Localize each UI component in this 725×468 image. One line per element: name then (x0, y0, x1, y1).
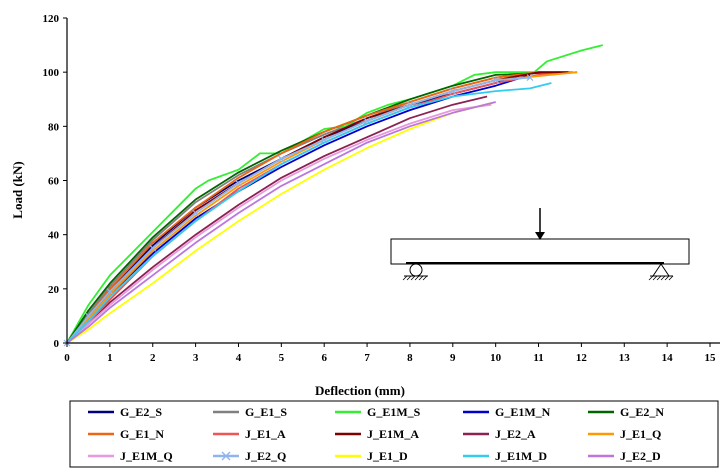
series-marker-J_E2_Q (106, 288, 114, 295)
legend-label: J_E1M_Q (120, 449, 173, 463)
roller-support (409, 263, 423, 277)
x-tick-label: 13 (619, 352, 631, 364)
legend-label: J_E1_A (245, 427, 286, 441)
x-tick-label: 8 (407, 352, 413, 364)
series-line-J_E1_D (66, 101, 496, 344)
x-tick-label: 9 (450, 352, 456, 364)
series-line-J_E1M_A (66, 71, 569, 344)
y-axis-title: Load (kN) (10, 161, 25, 218)
series-line-J_E1M_D (66, 82, 552, 344)
series-marker-J_E2_Q (492, 76, 500, 84)
y-tick-label: 20 (48, 284, 60, 296)
roller-hatch (402, 275, 428, 281)
y-tick-label: 60 (48, 176, 60, 188)
series-line-G_E1M_S (66, 44, 604, 344)
x-tick-label: 15 (705, 352, 717, 364)
series-marker-J_E2_Q (526, 74, 534, 82)
series-marker-J_E2_Q (149, 244, 157, 252)
x-tick-label: 5 (279, 352, 285, 364)
series-marker-J_E2_Q (277, 155, 285, 163)
x-tick-label: 7 (364, 352, 370, 364)
series-line-G_E1_N (66, 71, 573, 344)
legend-marker (221, 451, 231, 461)
load-arrow-head (535, 232, 545, 240)
legend-label: G_E1_N (120, 427, 164, 441)
series-layer (63, 44, 604, 347)
y-tick-label: 40 (48, 230, 60, 242)
pin-support (652, 263, 670, 277)
pin-hatch (648, 275, 674, 281)
legend-label: J_E1_Q (620, 427, 661, 441)
legend: G_E2_S G_E1_S G_E1M_S G_E1M_N G_E2_N G_E1_N J_… (69, 400, 719, 468)
legend-label: J_E1M_D (495, 449, 547, 463)
x-tick-label: 3 (193, 352, 199, 364)
x-tick-label: 0 (64, 352, 70, 364)
legend-label: J_E2_A (495, 427, 536, 441)
legend-label: G_E2_S (120, 405, 162, 419)
legend-label: J_E2_Q (245, 449, 286, 463)
series-line-G_E2_N (66, 71, 561, 344)
beam-loading-diagram (390, 208, 690, 281)
series-marker-J_E2_Q (449, 87, 457, 95)
x-tick-label: 2 (150, 352, 156, 364)
x-tick-label: 14 (662, 352, 674, 364)
series-line-J_E2_D (66, 101, 496, 344)
y-tick-label: 80 (48, 121, 60, 133)
legend-label: J_E1M_A (367, 427, 419, 441)
series-line-J_E1M_Q (66, 103, 492, 344)
y-tick-label: 0 (54, 338, 60, 350)
series-line-G_E1M_N (66, 74, 531, 344)
y-tick-label: 100 (43, 67, 60, 79)
x-tick-label: 4 (236, 352, 242, 364)
legend-label: J_E1_D (367, 449, 408, 463)
legend-label: G_E1_S (245, 405, 287, 419)
y-tick-label: 120 (43, 13, 60, 25)
series-line-J_E1_A (66, 71, 578, 344)
x-tick-label: 1 (107, 352, 113, 364)
series-line-J_E2_Q (66, 76, 531, 344)
x-tick-label: 6 (321, 352, 327, 364)
series-marker-J_E2_Q (235, 179, 242, 187)
beam-rect (390, 238, 690, 265)
legend-label: G_E2_N (620, 405, 664, 419)
series-line-G_E2_S (66, 71, 531, 344)
legend-label: G_E1M_N (495, 405, 551, 419)
series-line-G_E1_S (66, 71, 539, 344)
series-line-J_E1_Q (66, 71, 578, 344)
series-line-J_E2_A (66, 95, 488, 344)
x-axis-title: Deflection (mm) (315, 383, 405, 398)
x-tick-label: 10 (490, 352, 502, 364)
legend-label: J_E2_D (620, 449, 661, 463)
series-marker-J_E2_Q (192, 209, 200, 217)
legend-label: G_E1M_S (367, 405, 421, 419)
x-tick-label: 12 (576, 352, 588, 364)
x-tick-label: 11 (533, 352, 543, 364)
